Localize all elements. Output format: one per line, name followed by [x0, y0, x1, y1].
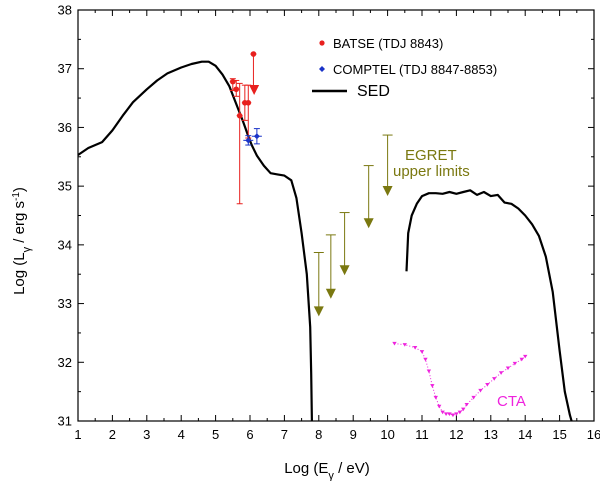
cta-point: [437, 404, 442, 409]
y-axis-title-close: ): [11, 187, 28, 192]
x-tick-label: 11: [415, 427, 429, 442]
cta-point: [461, 407, 466, 412]
x-tick-label: 7: [281, 427, 288, 442]
x-tick-label: 16: [587, 427, 600, 442]
legend-marker-batse: [319, 40, 325, 46]
cta-point: [443, 412, 449, 416]
batse-point: [230, 78, 236, 85]
cta-point: [433, 395, 438, 400]
cta-point: [430, 384, 435, 388]
batse-point: [250, 51, 257, 57]
cta-point: [426, 369, 432, 374]
y-tick-label: 38: [58, 3, 72, 18]
y-axis-title-main: Log (L: [11, 252, 28, 295]
x-tick-label: 2: [109, 427, 116, 442]
batse-point: [233, 86, 240, 93]
y-tick-label: 34: [58, 237, 72, 252]
cta-point: [447, 412, 452, 416]
x-tick-label: 12: [449, 427, 463, 442]
x-tick-label: 4: [178, 427, 185, 442]
sed-curve-high: [405, 189, 573, 422]
egret-limit-arrow: [363, 218, 374, 229]
legend-label-comptel: COMPTEL (TDJ 8847-8853): [333, 62, 497, 77]
x-tick-label: 5: [212, 427, 219, 442]
legend-marker-comptel: [319, 66, 325, 72]
egret-limit-arrow: [382, 185, 393, 196]
cta-point: [392, 341, 397, 346]
legend-label-sed: SED: [357, 83, 390, 100]
cta-point: [440, 410, 445, 415]
x-tick-label: 9: [350, 427, 357, 442]
batse-point: [236, 112, 243, 119]
y-axis-title-sup: -1: [11, 192, 22, 201]
cta-curve: [394, 343, 526, 416]
y-tick-label: 35: [58, 179, 72, 194]
x-axis-title-sub: γ: [328, 470, 334, 481]
cta-point: [523, 354, 528, 359]
egret-limit-arrow: [325, 288, 336, 299]
comptel-point: [245, 137, 252, 144]
y-tick-label: 36: [58, 120, 72, 135]
x-tick-label: 13: [484, 427, 498, 442]
x-tick-label: 6: [246, 427, 253, 442]
x-axis-title-main: Log (E: [284, 460, 328, 477]
comptel-point: [253, 133, 260, 140]
y-axis-title-sub: γ: [21, 246, 33, 252]
y-tick-label: 33: [58, 296, 72, 311]
y-tick-label: 32: [58, 355, 72, 370]
legend-label-batse: BATSE (TDJ 8843): [333, 36, 443, 51]
egret-limit-arrow: [313, 306, 324, 317]
cta-point: [478, 388, 483, 393]
egret-limit-arrow: [339, 265, 350, 276]
cta-point: [412, 346, 418, 350]
y-tick-label: 31: [58, 414, 72, 429]
x-axis-title: Log (Eγ / eV): [284, 460, 370, 481]
x-tick-label: 15: [552, 427, 566, 442]
cta-point: [450, 413, 456, 418]
y-axis-title-tail: / erg s: [11, 201, 28, 247]
x-tick-label: 10: [380, 427, 394, 442]
y-tick-label: 37: [58, 61, 72, 76]
cta-point: [464, 402, 469, 407]
x-tick-label: 3: [143, 427, 150, 442]
egret-annotation-line1: EGRET: [405, 147, 457, 164]
y-axis-title: Log (Lγ / erg s-1): [11, 187, 34, 295]
cta-point: [485, 382, 490, 387]
cta-point: [512, 361, 518, 366]
cta-annotation: CTA: [497, 393, 526, 410]
x-tick-label: 8: [315, 427, 322, 442]
cta-point: [505, 366, 511, 371]
cta-point: [402, 343, 407, 347]
x-tick-label: 14: [518, 427, 532, 442]
cta-point: [423, 357, 428, 362]
batse-limit-arrow: [249, 85, 260, 96]
egret-annotation-line2: upper limits: [393, 163, 470, 180]
cta-point: [492, 377, 497, 381]
cta-point: [519, 357, 524, 362]
cta-point: [471, 395, 476, 400]
sed-curve-low: [77, 60, 313, 422]
cta-point: [454, 412, 459, 416]
cta-point: [457, 410, 463, 415]
cta-point: [419, 350, 425, 354]
legend: BATSE (TDJ 8843) COMPTEL (TDJ 8847-8853)…: [312, 36, 497, 100]
batse-point: [245, 99, 252, 106]
x-tick-label: 1: [74, 427, 81, 442]
cta-point: [498, 371, 504, 375]
x-axis-title-tail: / eV): [334, 460, 370, 477]
